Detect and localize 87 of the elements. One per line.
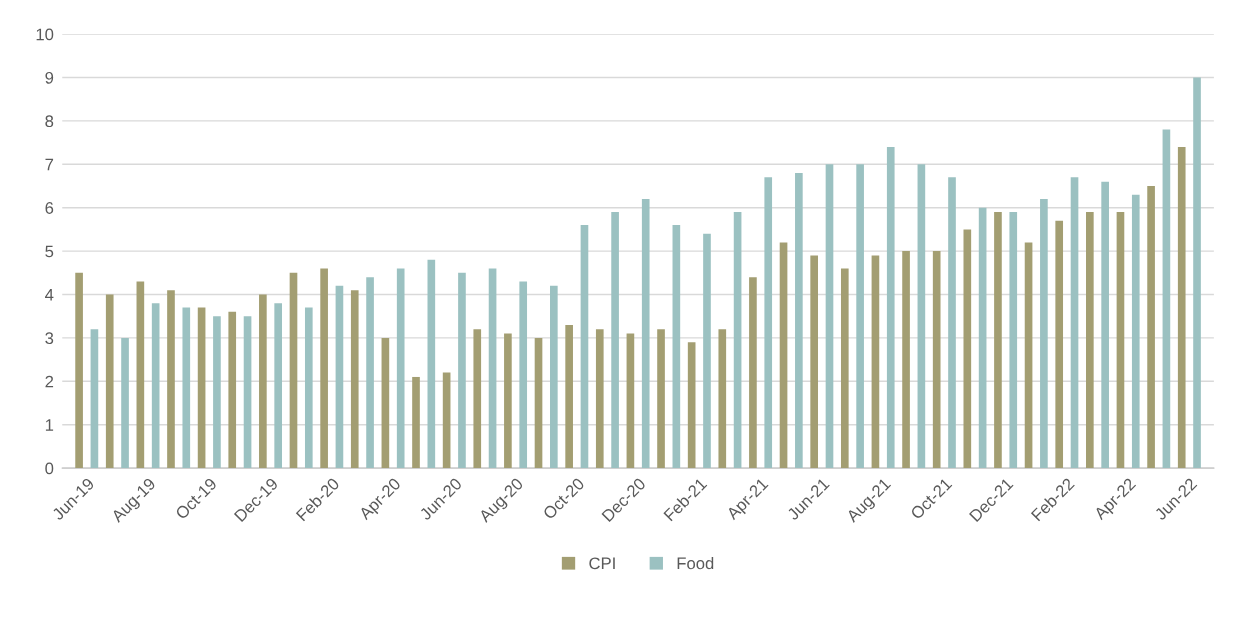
bar — [902, 251, 910, 469]
y-tick-label: 2 — [45, 375, 54, 388]
y-tick-label: 6 — [45, 202, 54, 214]
bar — [350, 290, 359, 469]
bar — [595, 329, 604, 469]
bar — [151, 303, 160, 469]
bar — [764, 177, 773, 469]
bar — [672, 225, 681, 469]
bar — [565, 324, 573, 469]
bar — [381, 337, 390, 469]
bar — [611, 212, 619, 469]
bar — [105, 294, 114, 469]
bar — [1055, 220, 1064, 469]
bar — [1116, 212, 1125, 469]
bar — [1101, 181, 1109, 469]
bar — [1193, 77, 1201, 469]
bar — [1086, 212, 1094, 469]
y-tick-label: 4 — [45, 289, 54, 301]
y-tick-label: 9 — [45, 71, 54, 84]
bar — [259, 294, 267, 469]
y-tick-label: 10 — [36, 28, 54, 41]
bar — [90, 329, 99, 469]
bar — [442, 372, 451, 469]
bar — [1162, 129, 1171, 469]
bar — [1147, 186, 1155, 469]
bar — [366, 277, 374, 469]
bar — [335, 285, 344, 469]
bar — [320, 268, 328, 469]
bar — [243, 316, 252, 469]
bar — [1040, 199, 1048, 469]
bar — [1070, 177, 1079, 469]
bar — [304, 307, 313, 469]
bar — [779, 242, 788, 469]
bar — [412, 376, 420, 469]
y-tick-label: 8 — [45, 115, 54, 128]
y-tick-label: 3 — [45, 332, 54, 345]
bar — [810, 255, 818, 469]
bar — [871, 255, 880, 469]
bar — [641, 199, 650, 469]
bar — [488, 268, 497, 469]
bar — [580, 225, 589, 469]
bar — [840, 268, 849, 469]
y-tick-label: 0 — [45, 462, 54, 475]
bar — [948, 177, 956, 469]
bar — [504, 333, 512, 469]
bar — [473, 329, 482, 469]
bar — [274, 303, 283, 469]
y-tick-label: 7 — [45, 158, 54, 171]
bar — [396, 268, 405, 469]
bar — [917, 164, 926, 469]
bar — [856, 164, 864, 469]
bar — [75, 272, 83, 469]
y-tick-label: 5 — [45, 245, 54, 258]
bar — [932, 251, 941, 469]
bar — [1131, 194, 1140, 469]
bar — [994, 212, 1002, 469]
bar — [228, 311, 237, 469]
bar — [550, 285, 558, 469]
bar — [703, 233, 711, 469]
bar — [534, 337, 543, 469]
bar — [427, 259, 436, 469]
bar — [626, 333, 635, 469]
bar — [749, 277, 757, 469]
bar — [963, 229, 972, 469]
bar — [1177, 146, 1186, 469]
bar — [182, 307, 191, 469]
y-tick-label: 1 — [45, 419, 54, 431]
bar — [886, 146, 895, 469]
bar — [458, 272, 466, 469]
bar — [1024, 242, 1033, 469]
bar — [519, 281, 528, 469]
bar — [121, 337, 129, 469]
legend-label: Food — [677, 556, 714, 570]
bar — [167, 290, 175, 469]
bar — [978, 207, 987, 469]
bar — [136, 281, 145, 469]
bar — [825, 164, 834, 469]
bar — [687, 342, 696, 469]
bar — [657, 329, 665, 469]
bar — [795, 172, 803, 469]
bar — [213, 316, 221, 469]
bar — [733, 212, 742, 469]
legend-label: CPI — [589, 557, 615, 570]
bar — [289, 272, 298, 469]
bar — [1009, 212, 1018, 469]
bar — [197, 307, 206, 469]
bar — [718, 329, 727, 469]
